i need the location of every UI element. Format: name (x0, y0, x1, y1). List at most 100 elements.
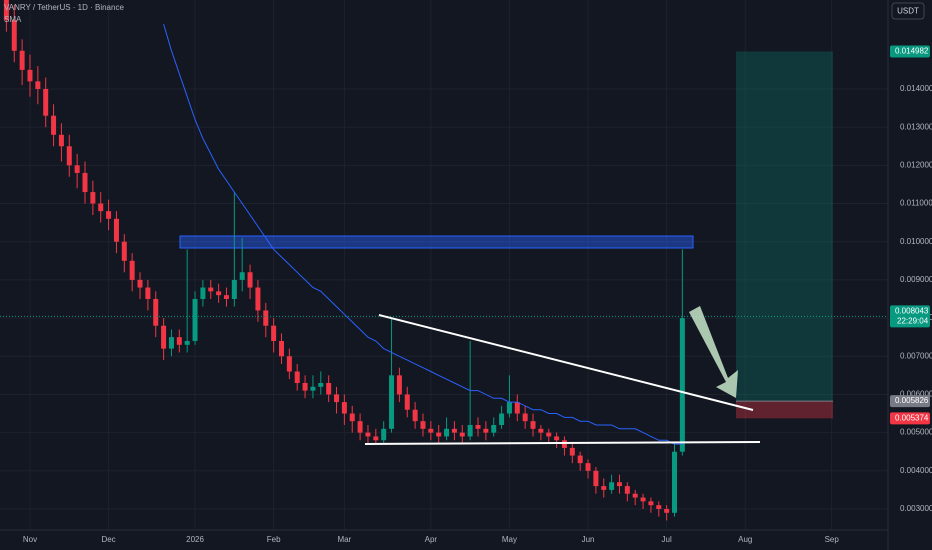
candle-body (239, 272, 245, 280)
candle-body (679, 318, 685, 452)
arrow (689, 306, 738, 398)
price-tag (890, 305, 930, 328)
x-tick-label: Feb (267, 535, 281, 544)
candle-body (153, 298, 159, 326)
candle-body (656, 505, 662, 509)
candle-body (616, 482, 622, 487)
candle-body (51, 115, 57, 135)
candle-body (82, 172, 88, 193)
stop-zone (736, 401, 833, 419)
candle-body (577, 455, 583, 464)
x-tick-label: Nov (23, 535, 37, 544)
y-tick-label: 0.010000 (900, 237, 932, 246)
candle-body (90, 192, 96, 204)
candle-body (3, 0, 9, 21)
candle-body (310, 386, 316, 391)
grid (0, 0, 888, 530)
candle-body (208, 287, 214, 292)
indicator-label: SMA (4, 15, 22, 24)
x-tick-label: May (502, 535, 517, 544)
price-tag-label: 0.005374 (895, 413, 929, 422)
candle-body (27, 69, 33, 82)
candle-body (357, 421, 363, 433)
candle-body (648, 501, 654, 506)
candle-body (538, 428, 544, 433)
candle-body (129, 260, 135, 280)
candle-body (216, 291, 222, 296)
price-tag (890, 395, 930, 408)
candle-body (444, 428, 450, 437)
candle-body (184, 340, 190, 345)
candle-body (585, 463, 591, 471)
y-tick-label: 0.013000 (900, 122, 932, 131)
trendline (378, 314, 754, 411)
y-tick-label: 0.011000 (900, 199, 932, 208)
candle-body (263, 310, 269, 326)
candle-body (137, 279, 143, 288)
candle-body (491, 424, 497, 433)
candle-body (341, 402, 347, 414)
candle-body (255, 287, 261, 311)
x-tick-label: Aug (738, 535, 752, 544)
y-tick-label: 0.003000 (900, 504, 932, 513)
resistance-zone (179, 235, 694, 249)
price-tag-label: 0.008043 (895, 307, 929, 316)
candle-body (168, 337, 174, 349)
candle-body (200, 287, 206, 299)
position-tool (736, 51, 833, 419)
axes: 0.003000 0.004000 0.005000 0.006000 0.007000… (23, 45, 932, 544)
candle-body (499, 413, 505, 425)
x-tick-label: 2026 (186, 535, 204, 544)
candle-body (664, 508, 670, 513)
candle-body (530, 421, 536, 429)
x-tick-label: Mar (337, 535, 351, 544)
candle-body (624, 486, 630, 494)
candle-body (514, 402, 520, 414)
y-tick-label: 0.007000 (900, 351, 932, 360)
candle-body (546, 432, 552, 437)
support-line (364, 441, 761, 445)
candle-body (161, 325, 167, 349)
candle-body (247, 272, 253, 288)
candle-body (467, 424, 473, 437)
candle-body (672, 451, 677, 513)
currency-button[interactable] (891, 2, 925, 20)
chart-title: VANRY / TetherUS · 1D · Binance (4, 3, 124, 12)
candle-body (326, 382, 332, 395)
candle-body (294, 371, 300, 383)
candle-body (396, 375, 402, 395)
x-tick-label: Sep (825, 535, 840, 544)
candle-body (640, 497, 646, 502)
candle-body (279, 340, 284, 357)
candle-body (522, 413, 528, 422)
candle-body (365, 432, 371, 437)
candle-body (35, 81, 41, 89)
candle-body (121, 241, 127, 261)
currency-label[interactable]: USDT (897, 7, 919, 16)
candle-body (404, 394, 410, 410)
candle-body (58, 134, 64, 147)
price-tag (890, 412, 930, 425)
plot (0, 0, 888, 521)
x-tick-label: Jun (582, 535, 595, 544)
candle-body (334, 394, 340, 403)
countdown: 22:29:04 (897, 317, 929, 326)
candle-body (286, 356, 292, 372)
candle-body (192, 298, 198, 341)
candle-body (176, 337, 182, 345)
candle-body (609, 482, 615, 490)
candle-body (11, 20, 17, 51)
y-tick-label: 0.006000 (900, 390, 932, 399)
candle-body (506, 402, 512, 414)
candle-body (145, 287, 151, 299)
candle-body (632, 493, 638, 498)
target-zone (736, 51, 833, 402)
candle-body (601, 486, 607, 490)
candle-body (106, 211, 112, 219)
candle-body (98, 203, 104, 212)
candle-body (43, 88, 49, 116)
candle-body (223, 295, 229, 299)
price-tag (890, 45, 930, 58)
